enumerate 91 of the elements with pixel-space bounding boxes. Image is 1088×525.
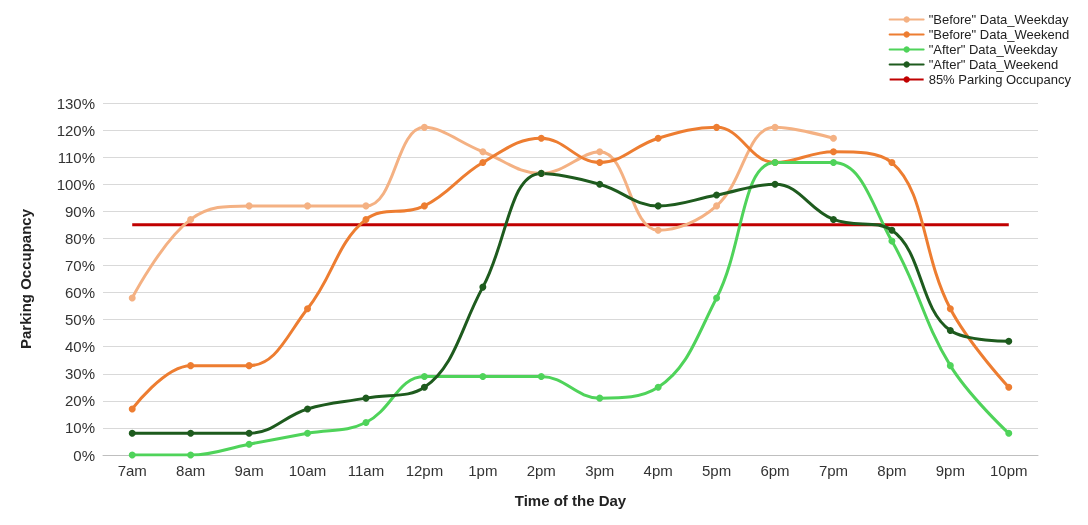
y-tick-label: 50% (64, 311, 95, 329)
point (1005, 337, 1013, 345)
point (888, 226, 896, 234)
legend-label: 85% Parking Occupancy (928, 72, 1072, 87)
x-tick-label: 8pm (877, 462, 907, 479)
y-tick-label: 70% (64, 256, 95, 274)
point (128, 429, 136, 437)
x-tick-label: 7am (117, 462, 147, 479)
x-tick-label: 11am (347, 462, 385, 479)
point (479, 148, 487, 156)
point (888, 159, 896, 167)
point (596, 148, 604, 156)
x-tick-label: 2pm (526, 462, 556, 479)
legend-label: "Before" Data_Weekend (928, 27, 1070, 42)
point (713, 294, 721, 302)
x-tick-label: 4pm (643, 462, 673, 479)
x-tick-label: 1pm (468, 462, 498, 479)
point (771, 180, 779, 188)
point (654, 134, 662, 142)
point (654, 383, 662, 391)
point (596, 159, 604, 167)
point (128, 451, 136, 459)
point (245, 202, 253, 210)
y-tick-label: 60% (64, 284, 95, 302)
point (946, 362, 954, 370)
x-tick-label: 10am (288, 462, 327, 479)
y-tick-label: 30% (64, 365, 95, 383)
point (128, 294, 136, 302)
x-axis-title: Time of the Day (514, 492, 627, 509)
x-tick-label: 7pm (818, 462, 849, 479)
point (479, 283, 487, 291)
point (304, 429, 312, 437)
point (420, 123, 428, 131)
point (128, 405, 136, 413)
point (829, 148, 837, 156)
y-tick-label: 10% (64, 419, 95, 437)
point (362, 419, 370, 427)
point (713, 123, 721, 131)
x-tick-label: 5pm (702, 462, 732, 479)
point (1005, 383, 1013, 391)
y-tick-label: 80% (64, 229, 95, 247)
x-tick-label: 8am (176, 462, 206, 479)
point (654, 226, 662, 234)
y-tick-label: 130% (56, 94, 95, 112)
point (362, 215, 370, 223)
legend-label: "After" Data_Weekday (928, 42, 1059, 57)
point (245, 429, 253, 437)
point (304, 405, 312, 413)
point (1005, 429, 1013, 437)
point (537, 134, 545, 142)
point (187, 451, 195, 459)
point (713, 202, 721, 210)
point (829, 159, 837, 167)
y-tick-label: 20% (64, 392, 95, 410)
y-tick-label: 120% (56, 121, 95, 139)
x-tick-label: 6pm (760, 462, 790, 479)
legend-label: "After" Data_Weekend (928, 57, 1059, 72)
point (537, 372, 545, 380)
y-tick-label: 110% (57, 148, 95, 166)
point (187, 215, 195, 223)
point (479, 159, 487, 167)
point (245, 440, 253, 448)
y-tick-label: 90% (64, 202, 95, 220)
point (420, 372, 428, 380)
point (771, 123, 779, 131)
y-axis-title: Parking Occupancy (17, 208, 34, 350)
y-tick-label: 100% (56, 175, 95, 193)
x-tick-label: 9am (234, 462, 264, 479)
x-tick-label: 9pm (935, 462, 965, 479)
legend-label: "Before" Data_Weekday (928, 12, 1069, 27)
point (187, 429, 195, 437)
x-tick-label: 12pm (405, 462, 444, 479)
point (420, 383, 428, 391)
point (420, 202, 428, 210)
point (304, 305, 312, 313)
y-tick-label: 40% (64, 338, 95, 356)
x-tick-label: 10pm (990, 462, 1028, 479)
point (829, 215, 837, 223)
point (946, 326, 954, 334)
point (245, 362, 253, 370)
point (654, 202, 662, 210)
y-tick-label: 0% (73, 446, 95, 464)
point (479, 372, 487, 380)
point (187, 362, 195, 370)
point (829, 134, 837, 142)
point (946, 305, 954, 313)
point (596, 394, 604, 402)
point (596, 180, 604, 188)
point (713, 191, 721, 199)
x-tick-label: 3pm (585, 462, 615, 479)
point (304, 202, 312, 210)
